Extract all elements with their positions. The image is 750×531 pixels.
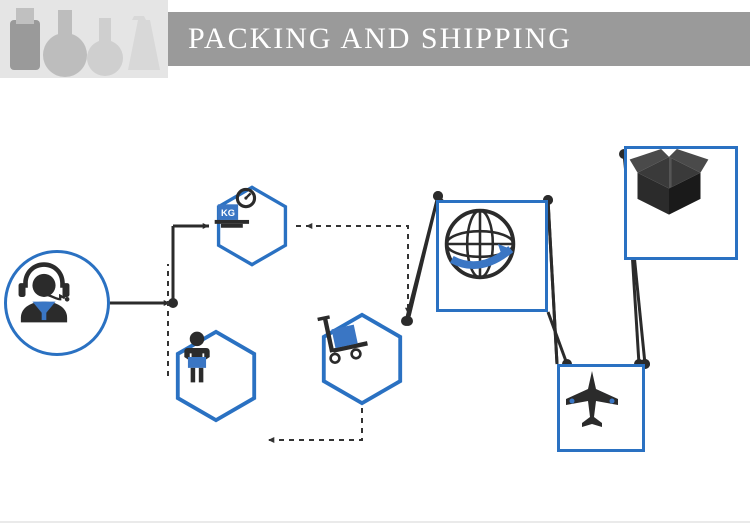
svg-text:KG: KG <box>221 208 235 218</box>
plane-icon <box>560 367 624 431</box>
scale-icon: KG <box>210 184 260 234</box>
node-global-shipping <box>436 200 548 312</box>
support-icon <box>7 253 81 327</box>
header-lab-photo <box>0 0 168 78</box>
globe-icon <box>439 203 521 285</box>
header: PACKING AND SHIPPING <box>0 0 750 78</box>
node-trolley <box>314 311 410 407</box>
header-bar: PACKING AND SHIPPING <box>168 12 750 66</box>
node-customer-support <box>4 250 110 356</box>
diagram-canvas: KG <box>0 78 750 531</box>
box-icon <box>627 149 711 233</box>
node-package <box>624 146 738 260</box>
node-air-freight <box>557 364 645 452</box>
footer-divider <box>0 521 750 523</box>
header-title: PACKING AND SHIPPING <box>188 22 572 56</box>
worker-icon <box>168 328 226 386</box>
node-worker-carry <box>168 328 264 424</box>
trolley-icon <box>314 311 370 367</box>
node-weighing: KG <box>210 184 294 268</box>
